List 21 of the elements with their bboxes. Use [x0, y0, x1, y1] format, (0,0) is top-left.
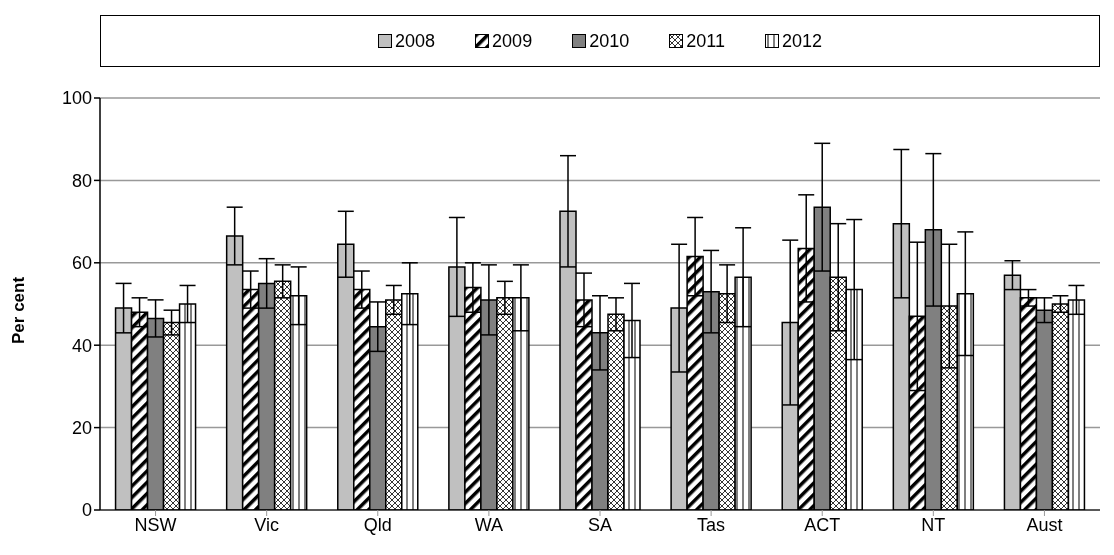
x-tick-label: Vic — [254, 514, 280, 535]
y-tick-label: 40 — [71, 335, 92, 356]
y-tick-label: 20 — [71, 417, 92, 438]
x-tick-label: Tas — [697, 514, 726, 535]
legend-label: 2012 — [780, 30, 822, 52]
x-tick-label: Qld — [363, 514, 392, 535]
x-tick-label: ACT — [804, 514, 841, 535]
y-axis-title: Per cent — [9, 276, 29, 344]
x-tick-label: NT — [921, 514, 946, 535]
y-tick-label: 0 — [81, 500, 92, 521]
y-tick-label: 60 — [71, 253, 92, 274]
x-tick-label: SA — [587, 514, 613, 535]
x-tick-label: NSW — [134, 514, 177, 535]
x-tick-label: WA — [474, 514, 504, 535]
y-tick-label: 100 — [61, 88, 92, 109]
legend-label: 2010 — [588, 30, 630, 52]
x-tick-label: Aust — [1026, 514, 1063, 535]
legend-label: 2009 — [491, 30, 533, 52]
legend-label: 2011 — [685, 30, 725, 52]
y-tick-label: 80 — [71, 170, 92, 191]
legend-label: 2008 — [394, 30, 436, 52]
